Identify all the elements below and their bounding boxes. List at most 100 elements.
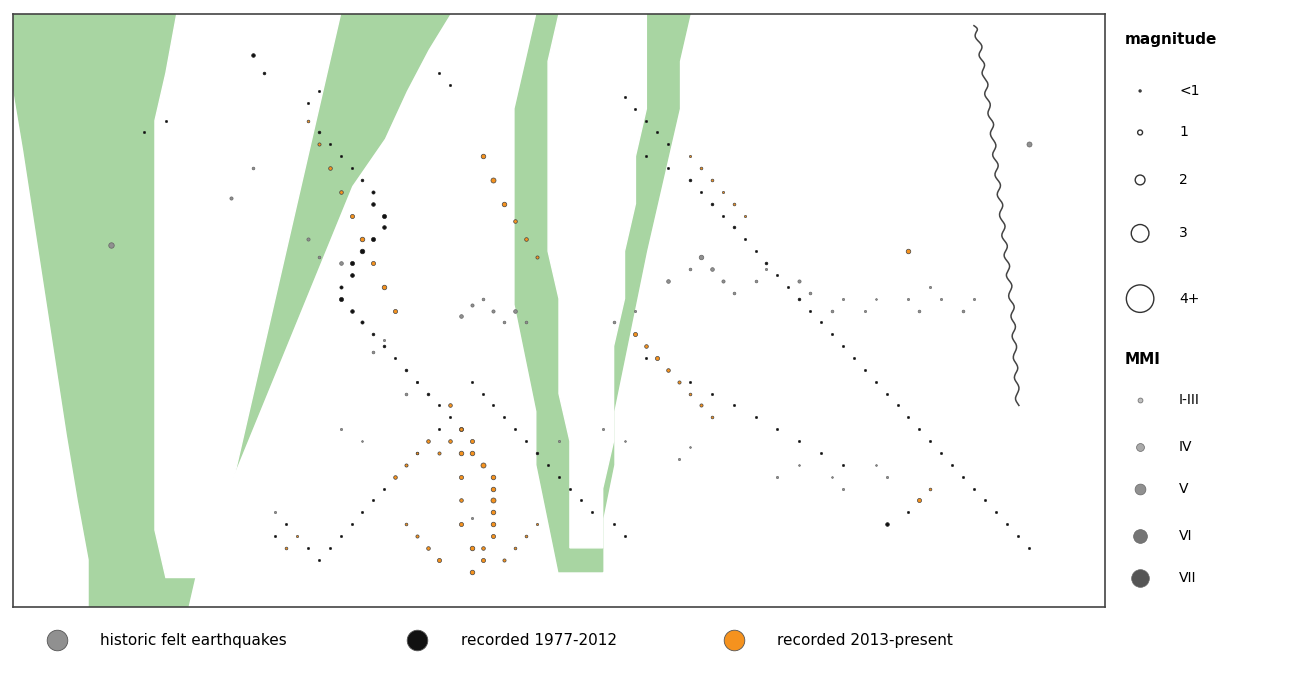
Point <box>504 216 525 227</box>
Point <box>1130 442 1150 453</box>
Point <box>636 341 656 352</box>
Point <box>581 506 602 518</box>
Point <box>450 424 471 435</box>
Point <box>668 453 689 464</box>
Point <box>298 97 318 108</box>
Point <box>603 519 624 530</box>
Point <box>450 495 471 506</box>
Point <box>526 252 547 263</box>
Point <box>1130 86 1150 97</box>
Point <box>47 635 68 646</box>
Point <box>658 163 679 174</box>
Point <box>450 519 471 530</box>
Point <box>330 531 351 542</box>
Text: historic felt earthquakes: historic felt earthquakes <box>100 633 287 648</box>
Point <box>352 435 373 446</box>
Point <box>341 305 361 316</box>
Point <box>854 305 875 316</box>
Point <box>647 127 668 138</box>
Point <box>625 328 646 339</box>
Point <box>450 424 471 435</box>
Point <box>363 257 384 268</box>
Point <box>658 364 679 375</box>
Point <box>308 86 329 97</box>
Point <box>800 287 820 298</box>
Point <box>876 471 897 482</box>
Point <box>286 531 307 542</box>
Point <box>1130 394 1150 405</box>
Point <box>745 275 766 286</box>
Point <box>221 193 242 204</box>
Point <box>374 282 395 293</box>
Point <box>690 163 711 174</box>
Point <box>1130 531 1150 542</box>
Point <box>680 442 701 453</box>
Point <box>680 175 701 186</box>
Point <box>407 376 428 387</box>
Point <box>898 506 919 518</box>
Point <box>330 186 351 197</box>
Point <box>156 115 177 126</box>
Point <box>504 305 525 316</box>
Point <box>484 483 504 494</box>
Point <box>308 139 329 150</box>
Point <box>789 460 810 471</box>
Point <box>636 353 656 364</box>
Point <box>484 506 504 518</box>
Point <box>866 376 887 387</box>
Point <box>330 150 351 161</box>
Point <box>909 305 930 316</box>
Point <box>571 495 592 506</box>
Point <box>1130 483 1150 494</box>
Point <box>243 163 264 174</box>
Point <box>462 513 482 524</box>
Point <box>549 435 569 446</box>
Text: <1: <1 <box>1179 84 1200 98</box>
Text: 1: 1 <box>1179 126 1188 139</box>
Text: I-III: I-III <box>1179 393 1200 406</box>
Point <box>243 50 264 61</box>
Point <box>1008 531 1028 542</box>
Point <box>308 127 329 138</box>
Point <box>341 210 361 221</box>
Point <box>450 311 471 322</box>
Point <box>636 115 656 126</box>
Point <box>450 471 471 482</box>
Point <box>702 198 723 209</box>
Point <box>516 435 537 446</box>
Text: 2: 2 <box>1179 173 1188 187</box>
Point <box>462 566 482 577</box>
Point <box>462 376 482 387</box>
Point <box>953 305 974 316</box>
Polygon shape <box>155 14 341 578</box>
Text: 3: 3 <box>1179 226 1188 240</box>
Point <box>308 554 329 565</box>
Point <box>439 435 460 446</box>
Point <box>484 175 504 186</box>
Point <box>767 269 788 280</box>
Point <box>789 435 810 446</box>
Point <box>920 483 941 494</box>
Point <box>417 388 438 399</box>
Point <box>429 447 450 458</box>
Point <box>526 447 547 458</box>
Point <box>484 519 504 530</box>
Point <box>320 163 341 174</box>
Point <box>1018 542 1039 553</box>
Point <box>832 483 853 494</box>
Point <box>822 328 842 339</box>
Point <box>352 246 373 257</box>
Point <box>472 542 493 553</box>
Point <box>789 275 810 286</box>
Point <box>953 471 974 482</box>
Point <box>822 305 842 316</box>
Point <box>439 412 460 423</box>
Point <box>702 412 723 423</box>
Point <box>298 115 318 126</box>
Point <box>1018 139 1039 150</box>
Point <box>559 483 580 494</box>
Point <box>374 341 395 352</box>
Point <box>462 435 482 446</box>
Point <box>985 506 1006 518</box>
Point <box>330 282 351 293</box>
